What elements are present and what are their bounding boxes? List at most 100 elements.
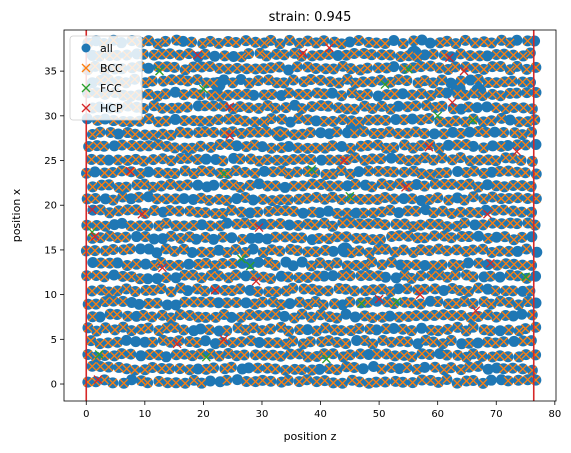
data-point-bcc: [292, 246, 302, 256]
data-point-all: [208, 233, 220, 245]
data-point-bcc: [478, 91, 488, 101]
data-point-bcc: [205, 36, 215, 46]
data-point-all: [283, 140, 295, 152]
data-point-bcc: [214, 351, 224, 361]
data-point-bcc: [249, 323, 258, 333]
data-point-bcc: [235, 284, 245, 294]
data-point-bcc: [294, 273, 304, 283]
data-point-hcp: [447, 97, 457, 107]
data-point-bcc: [437, 153, 447, 163]
data-point-bcc: [218, 209, 228, 218]
data-point-all: [322, 205, 334, 217]
data-point-all: [494, 271, 506, 283]
data-point-bcc: [172, 35, 182, 45]
data-point-bcc: [380, 220, 390, 230]
data-point-bcc: [355, 91, 365, 101]
data-point-bcc: [395, 179, 404, 189]
data-point-all: [135, 350, 147, 362]
data-point-bcc: [341, 232, 351, 242]
data-point-bcc: [200, 286, 210, 296]
data-point-bcc: [176, 154, 186, 164]
data-point-bcc: [499, 128, 509, 137]
data-point-bcc: [144, 89, 154, 99]
data-point-all: [278, 310, 290, 322]
data-point-bcc: [175, 50, 185, 60]
data-point-bcc: [281, 103, 291, 113]
data-point-bcc: [350, 286, 360, 296]
data-point-bcc: [517, 130, 527, 140]
data-point-bcc: [433, 297, 443, 307]
data-point-bcc: [228, 259, 238, 268]
data-point-bcc: [381, 115, 391, 125]
data-point-bcc: [306, 312, 316, 322]
legend-box: [69, 35, 143, 121]
data-point-bcc: [113, 155, 123, 165]
data-point-bcc: [522, 88, 532, 98]
data-point-bcc: [293, 221, 303, 231]
data-point-all: [349, 311, 361, 323]
data-point-bcc: [377, 284, 387, 294]
data-point-bcc: [131, 154, 141, 164]
data-point-bcc: [167, 103, 177, 113]
data-point-bcc: [442, 375, 452, 384]
data-point-bcc: [303, 36, 313, 46]
data-point-all: [388, 35, 400, 47]
data-point-bcc: [202, 78, 211, 88]
data-point-bcc: [240, 218, 250, 228]
data-point-bcc: [342, 261, 352, 271]
data-point-bcc: [355, 377, 364, 387]
data-point-bcc: [266, 35, 276, 45]
data-point-all: [256, 141, 268, 153]
data-point-bcc: [505, 270, 515, 280]
data-point-bcc: [206, 142, 216, 152]
data-point-all: [464, 126, 476, 138]
data-point-bcc: [407, 90, 417, 100]
data-point-bcc: [464, 362, 474, 372]
data-point-bcc: [197, 378, 207, 388]
data-point-fcc: [219, 169, 229, 179]
data-point-bcc: [118, 271, 128, 281]
data-point-bcc: [319, 116, 329, 126]
data-point-bcc: [242, 64, 252, 74]
data-point-bcc: [369, 129, 379, 138]
data-point-bcc: [114, 362, 124, 372]
data-point-bcc: [209, 101, 219, 111]
data-point-bcc: [248, 220, 258, 230]
data-point-bcc: [136, 376, 146, 386]
data-point-bcc: [416, 62, 426, 72]
data-point-bcc: [171, 350, 181, 360]
data-point-bcc: [486, 299, 496, 309]
data-point-bcc: [497, 113, 507, 123]
data-point-bcc: [297, 309, 307, 319]
data-point-bcc: [311, 143, 321, 153]
data-point-bcc: [453, 89, 463, 99]
data-point-bcc: [338, 270, 348, 280]
data-point-bcc: [292, 167, 302, 177]
data-point-bcc: [377, 179, 387, 189]
data-point-bcc: [439, 50, 449, 60]
data-point-bcc: [105, 309, 115, 319]
data-point-bcc: [244, 78, 254, 88]
data-point-bcc: [464, 102, 473, 112]
data-point-bcc: [368, 235, 378, 245]
data-point-bcc: [483, 337, 493, 347]
data-point-bcc: [411, 260, 421, 270]
data-point-bcc: [235, 102, 245, 112]
data-point-bcc: [469, 166, 479, 176]
data-point-bcc: [294, 89, 304, 99]
data-point-bcc: [306, 128, 315, 138]
data-point-bcc: [332, 208, 342, 218]
data-point-bcc: [425, 170, 435, 179]
data-point-bcc: [307, 51, 317, 61]
data-point-bcc: [350, 153, 360, 163]
data-point-bcc: [220, 364, 230, 374]
data-point-bcc: [346, 143, 356, 153]
data-point-bcc: [354, 246, 364, 256]
data-point-bcc: [483, 78, 493, 87]
data-point-bcc: [323, 286, 333, 296]
data-point-bcc: [286, 349, 296, 359]
data-point-bcc: [138, 310, 148, 320]
data-point-all: [89, 166, 101, 178]
data-point-bcc: [121, 284, 131, 294]
data-point-bcc: [434, 270, 444, 280]
